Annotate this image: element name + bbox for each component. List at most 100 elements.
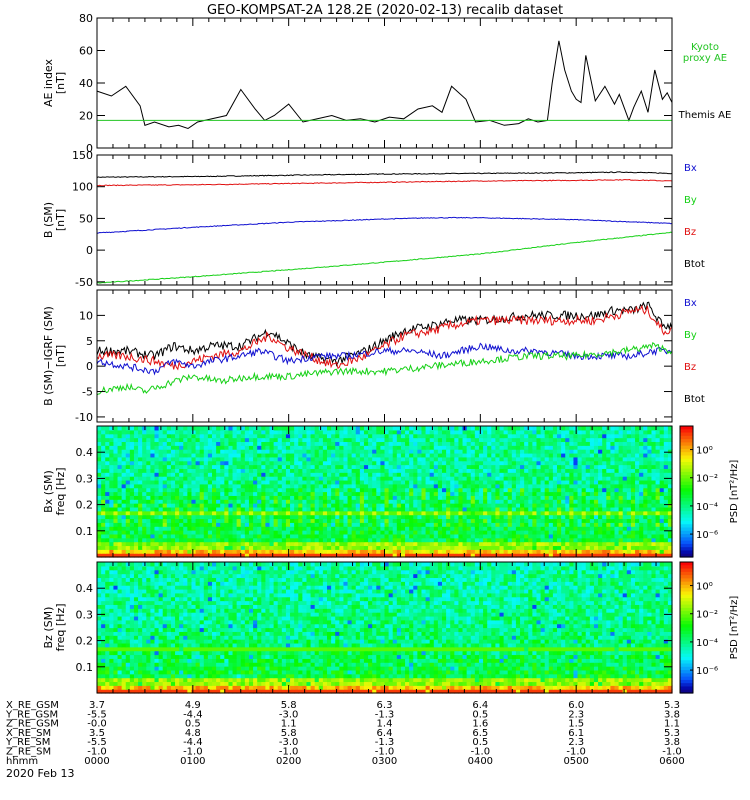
spectrogram-cell (413, 464, 418, 469)
spectrogram-cell (552, 518, 558, 523)
spectrogram-cell (503, 449, 509, 454)
spectrogram-cell (577, 483, 583, 489)
spectrogram-cell (507, 537, 513, 543)
spectrogram-cell (335, 464, 340, 469)
spectrogram-cell (667, 518, 673, 523)
y-axis-label: [nT] (54, 209, 67, 231)
spectrogram-cell (290, 518, 295, 523)
spectrogram-cell (536, 533, 542, 539)
spectrogram-cell (302, 545, 308, 550)
spectrogram-cell (495, 452, 501, 458)
spectrogram-cell (109, 429, 115, 435)
spectrogram-cell (109, 476, 115, 481)
spectrogram-cell (363, 495, 369, 500)
spectrogram-cell (162, 526, 168, 531)
spectrogram-cell (589, 456, 595, 462)
spectrogram-cell (285, 491, 291, 496)
spectrogram-cell (236, 514, 242, 520)
spectrogram-cell (491, 514, 496, 520)
spectrogram-cell (651, 499, 657, 504)
spectrogram-cell (606, 491, 611, 496)
spectrogram-cell (577, 452, 583, 458)
spectrogram-cell (101, 537, 106, 543)
spectrogram-cell (125, 479, 131, 485)
spectrogram-cell (507, 499, 513, 504)
spectrogram-cell (585, 545, 591, 550)
spectrogram-cell (659, 429, 665, 435)
spectrogram-cell (277, 487, 283, 493)
spectrogram-cell (154, 426, 160, 431)
spectrogram-cell (105, 445, 110, 450)
spectrogram-cell (327, 464, 332, 469)
spectrogram-cell (146, 514, 151, 520)
spectrogram-cell (548, 541, 554, 547)
spectrogram-cell (232, 449, 238, 454)
spectrogram-cell (524, 468, 529, 473)
spectrogram-cell (589, 522, 595, 527)
spectrogram-cell (602, 472, 607, 477)
spectrogram-cell (236, 549, 242, 554)
spectrogram-cell (647, 479, 653, 485)
spectrogram-cell (113, 537, 119, 543)
spectrogram-cell (630, 526, 636, 531)
spectrogram-cell (593, 541, 599, 547)
spectrogram-cell (154, 429, 160, 435)
spectrogram-cell (314, 514, 320, 520)
spectrogram-cell (240, 452, 246, 458)
spectrogram-cell (437, 437, 443, 443)
spectrogram-cell (142, 483, 147, 489)
spectrogram-cell (133, 491, 139, 496)
spectrogram-cell (626, 441, 632, 446)
spectrogram-cell (388, 526, 394, 531)
spectrogram-cell (244, 510, 250, 516)
spectrogram-cell (347, 445, 353, 450)
spectrogram-cell (618, 456, 624, 462)
spectrogram-cell (557, 476, 562, 481)
spectrogram-cell (207, 518, 213, 523)
spectrogram-cell (405, 479, 410, 485)
spectrogram-cell (113, 533, 119, 539)
spectrogram-cell (327, 541, 332, 547)
spectrogram-cell (598, 533, 603, 539)
spectrogram-cell (310, 449, 316, 454)
spectrogram-cell (318, 452, 324, 458)
spectrogram-cell (298, 429, 303, 435)
spectrogram-cell (400, 553, 406, 558)
spectrogram-cell (240, 433, 246, 439)
spectrogram-cell (117, 487, 123, 493)
spectrogram-cell (392, 530, 398, 535)
spectrogram-cell (154, 487, 160, 493)
spectrogram-cell (232, 452, 238, 458)
spectrogram-cell (499, 441, 505, 446)
spectrogram-cell (557, 449, 562, 454)
spectrogram-cell (487, 526, 492, 531)
spectrogram-cell (146, 464, 151, 469)
spectrogram-cell (290, 549, 295, 554)
spectrogram-cell (298, 437, 303, 443)
spectrogram-cell (121, 449, 127, 454)
spectrogram-cell (257, 491, 262, 496)
spectrogram-cell (343, 476, 349, 481)
spectrogram-cell (306, 445, 312, 450)
spectrogram-cell (310, 545, 316, 550)
spectrogram-cell (614, 526, 620, 531)
spectrogram-cell (474, 479, 480, 485)
legend-entry: Btot (684, 259, 705, 270)
spectrogram-cell (331, 437, 336, 443)
spectrogram-cell (536, 499, 542, 504)
spectrogram-cell (129, 476, 135, 481)
spectrogram-cell (376, 499, 381, 504)
spectrogram-cell (187, 437, 193, 443)
spectrogram-cell (589, 526, 595, 531)
spectrogram-cell (368, 483, 373, 489)
spectrogram-cell (335, 530, 340, 535)
spectrogram-cell (454, 499, 460, 504)
spectrogram-cell (454, 522, 460, 527)
spectrogram-cell (253, 533, 258, 539)
spectrogram-cell (557, 460, 562, 466)
spectrogram-cell (203, 452, 209, 458)
spectrogram-cell (581, 533, 587, 539)
spectrogram-cell (327, 518, 332, 523)
spectrogram-cell (277, 533, 283, 539)
spectrogram-cell (635, 541, 640, 547)
